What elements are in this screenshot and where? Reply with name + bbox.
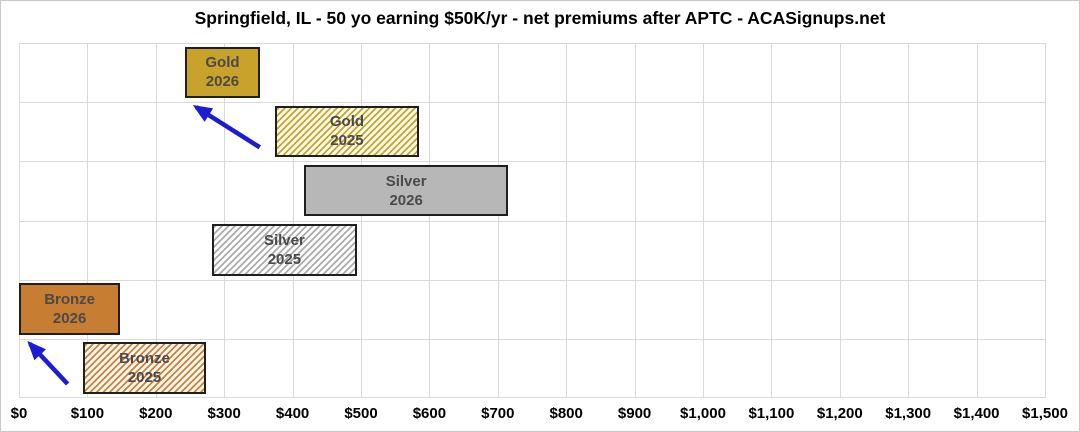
x-tick-label: $1,300	[885, 405, 932, 422]
x-tick-label: $1,200	[816, 405, 863, 422]
x-tick-label: $600	[412, 405, 447, 422]
x-tick-label: $700	[481, 405, 515, 422]
gridline-horizontal	[19, 220, 1045, 222]
x-tick-label: $200	[139, 405, 173, 422]
x-tick-label: $500	[344, 405, 378, 422]
bar-silver-2026: Silver 2026	[304, 164, 509, 217]
bar-label-silver-2025: Silver	[263, 231, 305, 249]
x-tick-label: $1,500	[1022, 405, 1068, 422]
bar-label-gold-2025: 2025	[330, 132, 364, 150]
x-tick-label: $100	[70, 405, 105, 422]
bar-gold-2025: Gold 2025	[274, 105, 420, 158]
bar-bronze-2025: Bronze 2025	[82, 342, 207, 394]
x-tick-label: $900	[617, 405, 652, 422]
bar-gold-2026: Gold 2026	[185, 46, 260, 99]
gridline-horizontal	[19, 397, 1045, 398]
x-tick-label: $1,000	[680, 405, 726, 422]
bar-label-silver-2026: Silver	[385, 172, 427, 190]
x-tick-label: $300	[207, 405, 241, 422]
bar-label-bronze-2026: 2026	[52, 309, 87, 327]
gridline-horizontal	[19, 338, 1045, 340]
bar-bronze-2026: Bronze 2026	[19, 283, 121, 335]
gridline-horizontal	[19, 161, 1045, 163]
x-tick-label: $1,100	[748, 405, 795, 422]
bar-label-gold-2026: Gold	[205, 54, 240, 72]
gridline-horizontal	[19, 43, 1045, 44]
bar-silver-2025: Silver 2025	[211, 224, 357, 276]
bar-label-gold-2026: 2026	[205, 73, 240, 91]
gridline-horizontal	[19, 102, 1045, 104]
x-tick-label: $800	[549, 405, 583, 422]
x-tick-label: $1,400	[953, 405, 1000, 422]
x-tick-label: $400	[275, 405, 310, 422]
bar-label-silver-2025: 2025	[267, 250, 302, 268]
chart-plot-area: Gold 2026 Gold 2025 Silver 2026 Silver 2025 Bron…	[19, 43, 1046, 398]
bar-label-silver-2026: 2026	[389, 191, 423, 209]
x-tick-label: $0	[10, 405, 28, 422]
gridline-horizontal	[19, 279, 1045, 281]
bar-label-bronze-2025: 2025	[127, 369, 162, 387]
chart-title: Springfield, IL - 50 yo earning $50K/yr …	[194, 8, 886, 28]
bar-label-gold-2025: Gold	[329, 113, 365, 131]
gridline-vertical	[1045, 43, 1046, 398]
bar-label-bronze-2025: Bronze	[119, 350, 170, 368]
bar-label-bronze-2026: Bronze	[44, 290, 96, 308]
